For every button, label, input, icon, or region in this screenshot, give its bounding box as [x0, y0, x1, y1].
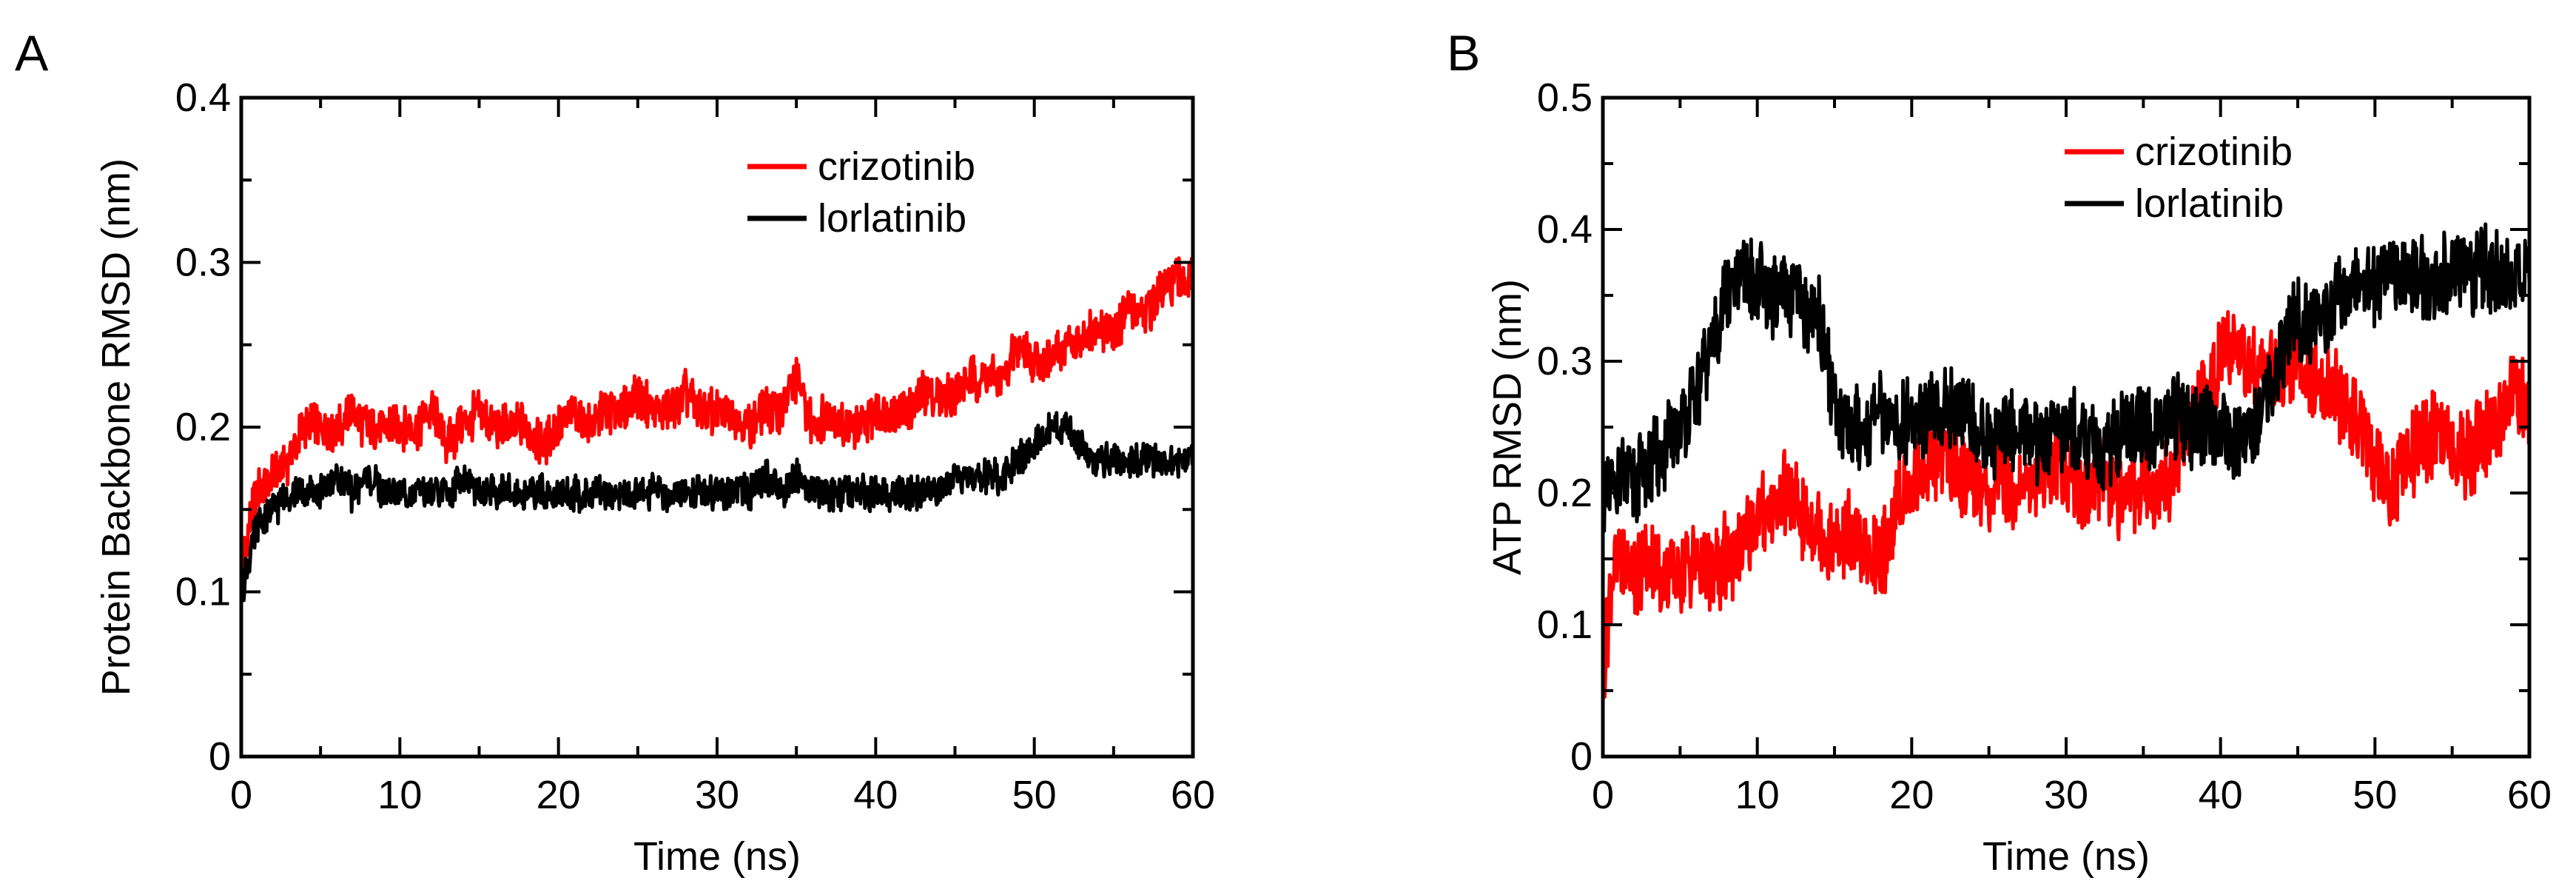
panel-b-x-tick-label: 0: [1592, 773, 1614, 817]
panel-b-y-tick-label: 0.5: [1537, 76, 1593, 120]
panel-b-legend-label-crizotinib: crizotinib: [2135, 130, 2293, 174]
panel-b-y-tick-label: 0.4: [1537, 207, 1593, 252]
panel-b-x-axis-title: Time (ns): [1983, 834, 2150, 879]
panel-a-legend-label-crizotinib: crizotinib: [818, 144, 975, 189]
panel-b: B 0 10 20 30 40 50 60 0 0.1 0.2 0.3 0.4 0.5 Time (ns) A…: [1447, 25, 2552, 879]
panel-b-label: B: [1447, 25, 1480, 81]
panel-a-y-tick-label: 0.4: [175, 76, 231, 120]
panel-a-x-tick-label: 60: [1171, 773, 1215, 817]
panel-a-x-tick-label: 50: [1012, 773, 1057, 817]
panel-a-label: A: [15, 25, 49, 81]
panel-a-series-line-crizotinib: [239, 256, 1195, 584]
panel-a-y-tick-label: 0.2: [175, 405, 231, 449]
panel-a-legend-label-lorlatinib: lorlatinib: [818, 196, 966, 241]
panel-b-series-line-crizotinib: [1601, 309, 2532, 705]
panel-b-x-tick-label: 10: [1735, 773, 1780, 817]
panel-a-x-axis-title: Time (ns): [633, 834, 801, 879]
panel-a-y-tick-label: 0.3: [175, 241, 231, 285]
panel-a-series-line-lorlatinib: [239, 411, 1195, 603]
panel-a-x-tick-label: 0: [230, 773, 252, 817]
panel-a-x-tick-label: 40: [853, 773, 898, 817]
panel-a-y-tick-label: 0: [209, 734, 231, 779]
panel-a: A 0 10 20 30 40 50 60 0 0.1 0.2 0.3 0.4 Time (ns) Prot…: [15, 25, 1215, 879]
panel-b-x-tick-label: 40: [2199, 773, 2243, 817]
panel-b-series: [1601, 222, 2532, 705]
panel-b-x-tick-label: 20: [1889, 773, 1934, 817]
panel-a-y-axis-title: Protein Backbone RMSD (nm): [94, 158, 138, 696]
panel-a-series: [239, 256, 1195, 603]
panel-b-y-tick-label: 0.2: [1537, 471, 1593, 515]
panel-b-x-tick-label: 60: [2507, 773, 2552, 817]
panel-b-x-tick-label: 50: [2353, 773, 2397, 817]
panel-b-legend: crizotinib lorlatinib: [2065, 130, 2293, 226]
panel-b-y-axis-title: ATP RMSD (nm): [1485, 279, 1530, 575]
panel-b-y-tick-label: 0.1: [1537, 603, 1593, 647]
panel-a-x-tick-label: 30: [695, 773, 739, 817]
panel-a-legend: crizotinib lorlatinib: [747, 144, 975, 241]
panel-b-y-tick-label: 0: [1570, 734, 1593, 779]
panel-a-y-tick-label: 0.1: [175, 570, 231, 614]
panel-b-legend-label-lorlatinib: lorlatinib: [2135, 181, 2284, 226]
panel-a-x-tick-label: 20: [537, 773, 581, 817]
panel-b-x-tick-label: 30: [2044, 773, 2088, 817]
panel-b-y-tick-label: 0.3: [1537, 339, 1593, 383]
panel-b-series-line-lorlatinib: [1601, 222, 2532, 533]
panel-a-x-tick-label: 10: [377, 773, 422, 817]
